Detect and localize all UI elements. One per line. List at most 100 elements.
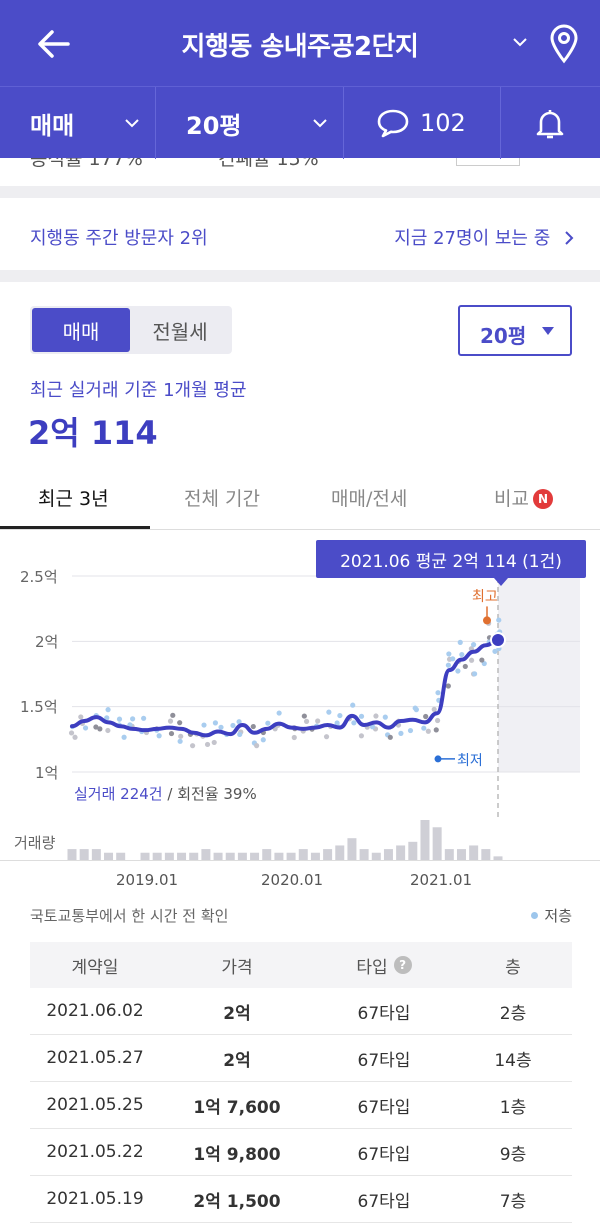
transaction-dot [218, 724, 224, 730]
volume-bar [67, 849, 77, 860]
table-header: 계약일 가격 타입? 층 [30, 942, 572, 988]
volume-bar [213, 852, 223, 860]
question-icon[interactable]: ? [393, 956, 412, 974]
transaction-dot [167, 718, 174, 724]
deal-type-toggle: 매매 전월세 [30, 306, 232, 354]
transaction-dot [156, 733, 162, 739]
tab-compare[interactable]: 비교 N [494, 484, 553, 511]
volume-bar [444, 849, 454, 860]
size-select-value: 20평 [480, 324, 527, 348]
volume-bar [493, 856, 503, 860]
transaction-dot [423, 713, 429, 720]
tab-recent-3y[interactable]: 최근 3년 [38, 488, 109, 510]
divider [155, 87, 156, 159]
transactions-table: 계약일 가격 타입? 층 2021.06.02 2억 67타입 2층 2021.… [30, 942, 572, 1223]
period-tabs: 최근 3년 전체 기간 매매/전세 비교 N [0, 468, 600, 530]
divider [343, 87, 344, 159]
chevron-down-icon[interactable] [508, 30, 532, 54]
transaction-dot [254, 743, 260, 749]
size-select[interactable]: 20평 [458, 305, 572, 356]
y-tick-label: 2.5억 [20, 568, 58, 586]
x-tick-label: 2021.01 [410, 871, 473, 889]
page-title[interactable]: 지행동 송내주공2단지 [181, 32, 419, 62]
transaction-dot [303, 718, 310, 724]
transaction-dot [236, 719, 242, 725]
transaction-dot [178, 733, 184, 739]
transaction-dot [358, 733, 365, 739]
volume-bar [456, 849, 466, 860]
chevron-right-icon [565, 231, 574, 245]
volume-bar [250, 852, 260, 860]
bell-icon[interactable] [534, 107, 566, 141]
transaction-dot [445, 662, 451, 668]
table-row: 2021.05.22 1억 9,800 67타입 9층 [30, 1129, 572, 1176]
comment-count: 102 [420, 109, 466, 137]
transaction-dot [237, 731, 243, 738]
price-chart[interactable]: 2.5억 2억 1.5억 1억 최고 최저 실거래 224건 / 회전율 39%… [0, 530, 600, 860]
transaction-dot [291, 734, 297, 741]
volume-bar [359, 849, 369, 860]
header-price: 가격 [221, 957, 253, 978]
transaction-dot [72, 734, 78, 740]
selected-period-bg [498, 576, 580, 772]
arrow-left-icon[interactable] [34, 24, 74, 64]
x-tick-label: 2019.01 [116, 871, 179, 889]
toggle-sale[interactable]: 매매 [32, 308, 130, 352]
transaction-dot [425, 728, 431, 734]
transaction-dot [201, 722, 207, 728]
cell-type: 67타입 [357, 1003, 411, 1024]
volume-bar [469, 845, 479, 860]
deal-type-label: 매매 [30, 111, 75, 140]
transaction-dot [373, 713, 379, 719]
transaction-dot [358, 713, 365, 719]
tab-sale-jeonse[interactable]: 매매/전세 [331, 488, 408, 510]
transaction-dot [435, 690, 441, 696]
header-type[interactable]: 타입? [314, 942, 454, 988]
max-price-label: 최고 [472, 589, 498, 605]
transaction-dot [301, 713, 307, 719]
section-divider [0, 186, 600, 198]
cell-price: 1억 9,800 [193, 1144, 281, 1165]
size-filter[interactable]: 20평 [186, 87, 241, 159]
transaction-dot [455, 668, 461, 674]
tab-all-period[interactable]: 전체 기간 [184, 488, 260, 510]
visitor-banner[interactable]: 지행동 주간 방문자 2위 지금 27명이 보는 중 [0, 198, 600, 270]
cell-date: 2021.05.19 [46, 1189, 144, 1209]
transaction-dot [412, 705, 418, 711]
transaction-dot [421, 725, 427, 731]
info-button[interactable] [456, 158, 520, 166]
x-tick-label: 2020.01 [261, 871, 324, 889]
turnover-rate: / 회전율 39% [167, 785, 257, 803]
transaction-dot [369, 724, 376, 730]
cell-date: 2021.05.22 [46, 1142, 144, 1162]
volume-bar [189, 852, 199, 860]
volume-bar [335, 845, 345, 860]
volume-bar [201, 849, 211, 860]
chevron-down-icon[interactable] [122, 113, 142, 133]
transaction-dot [230, 722, 236, 729]
deal-type-filter[interactable]: 매매 [30, 87, 74, 159]
building-stats-strip: 용적률 177% 건폐율 15% [0, 158, 600, 186]
volume-bar [371, 852, 381, 860]
speech-bubble-icon [377, 109, 409, 138]
transaction-dot [260, 737, 266, 743]
cell-price: 1억 7,600 [193, 1097, 281, 1118]
transaction-dot [492, 648, 498, 654]
transaction-dot [212, 720, 219, 726]
comments-button[interactable]: 102 [376, 87, 466, 159]
data-source: 국토교통부에서 한 시간 전 확인 [30, 907, 229, 925]
map-pin-icon[interactable] [548, 24, 580, 64]
cell-floor: 9층 [499, 1144, 527, 1165]
active-tab-indicator [0, 526, 150, 529]
volume-bar [91, 849, 101, 860]
live-viewers-link[interactable]: 지금 27명이 보는 중 [394, 224, 576, 250]
cell-type: 67타입 [357, 1097, 411, 1118]
chevron-down-icon[interactable] [310, 113, 330, 133]
volume-bar [323, 849, 333, 860]
transaction-dot [387, 734, 393, 740]
volume-bar [347, 838, 357, 860]
toggle-rent[interactable]: 전월세 [152, 319, 208, 344]
low-floor-legend: 저층 [531, 905, 572, 926]
min-price-label: 최저 [457, 753, 483, 769]
volume-bar [432, 827, 442, 860]
